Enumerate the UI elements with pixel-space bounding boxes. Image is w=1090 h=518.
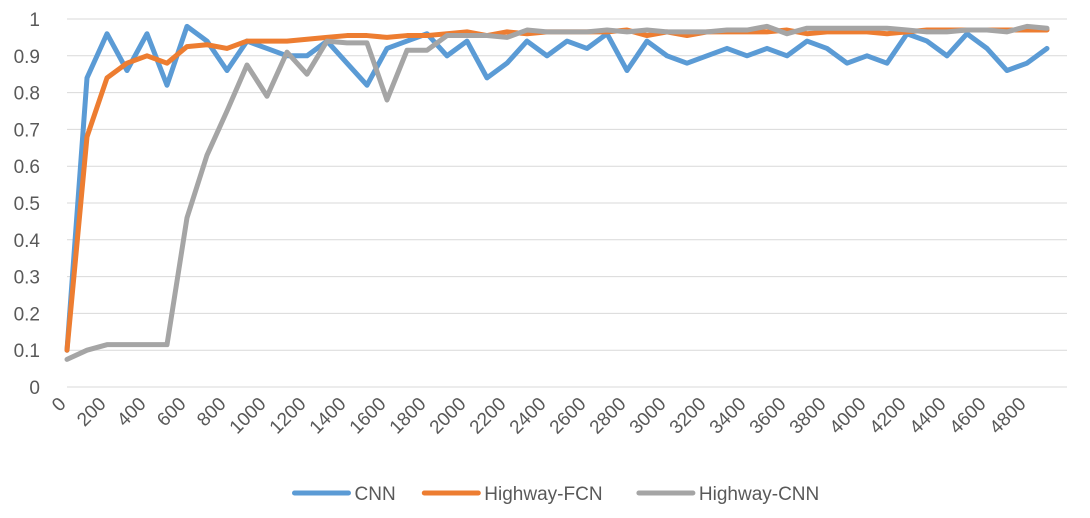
x-tick-label: 1800 xyxy=(386,394,431,439)
x-tick-label: 400 xyxy=(113,394,150,431)
x-tick-label: 1200 xyxy=(266,394,311,439)
x-tick-label: 4200 xyxy=(866,394,911,439)
series-lines xyxy=(64,23,1050,362)
x-tick-label: 0 xyxy=(48,394,70,416)
legend-item: Highway-FCN xyxy=(421,484,603,505)
legend: CNN Highway-FCN Highway-CNN xyxy=(292,484,819,505)
x-tick-label: 4400 xyxy=(906,394,951,439)
y-tick-label: 1 xyxy=(29,10,40,31)
x-tick-label: 600 xyxy=(153,394,190,431)
x-tick-label: 3800 xyxy=(786,394,831,439)
legend-label: Highway-FCN xyxy=(484,484,602,505)
x-tick-label: 2400 xyxy=(506,394,551,439)
x-tick-label: 3000 xyxy=(626,394,671,439)
y-tick-label: 0.2 xyxy=(14,304,40,325)
y-tick-label: 0.4 xyxy=(14,231,41,252)
y-tick-label: 0.1 xyxy=(14,341,40,362)
x-tick-label: 1400 xyxy=(306,394,351,439)
x-tick-label: 2600 xyxy=(546,394,591,439)
series-line-highway-cnn xyxy=(64,23,1050,362)
y-tick-label: 0.9 xyxy=(14,47,40,68)
legend-label: CNN xyxy=(355,484,396,505)
x-tick-label: 2800 xyxy=(586,394,631,439)
x-tick-label: 3200 xyxy=(666,394,711,439)
x-tick-label: 3600 xyxy=(746,394,791,439)
y-tick-label: 0.8 xyxy=(14,84,40,105)
series-line-highway-fcn xyxy=(64,27,1050,353)
x-tick-label: 4800 xyxy=(986,394,1031,439)
x-tick-label: 2000 xyxy=(426,394,471,439)
y-tick-label: 0 xyxy=(29,378,40,399)
legend-item: CNN xyxy=(292,484,396,505)
x-tick-label: 200 xyxy=(73,394,110,431)
y-tick-label: 0.7 xyxy=(14,120,40,141)
x-tick-label: 4000 xyxy=(826,394,871,439)
legend-item: Highway-CNN xyxy=(636,484,819,505)
x-tick-label: 2200 xyxy=(466,394,511,439)
x-tick-label: 1000 xyxy=(226,394,271,439)
y-tick-label: 0.6 xyxy=(14,157,40,178)
x-tick-label: 3400 xyxy=(706,394,751,439)
y-tick-label: 0.5 xyxy=(14,194,40,215)
legend-label: Highway-CNN xyxy=(699,484,819,505)
x-tick-label: 800 xyxy=(193,394,230,431)
gridlines xyxy=(67,18,1067,351)
x-tick-label: 4600 xyxy=(946,394,991,439)
series-line-cnn xyxy=(64,23,1050,353)
y-tick-label: 0.3 xyxy=(14,268,40,289)
x-tick-label: 1600 xyxy=(346,394,391,439)
